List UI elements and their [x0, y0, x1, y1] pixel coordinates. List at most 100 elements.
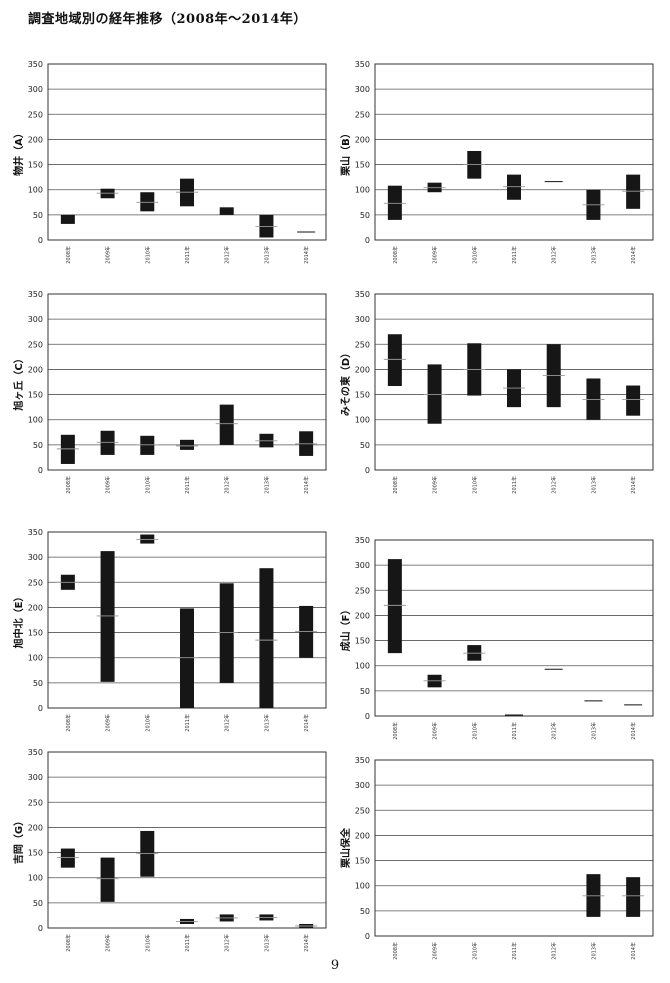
range-bar [60, 434, 75, 464]
x-tick-label: 2012年 [224, 934, 231, 952]
y-tick-label: 0 [365, 712, 370, 721]
y-axis-label: 栗山（B） [339, 128, 352, 176]
range-bar [387, 559, 402, 654]
x-tick-label: 2012年 [551, 476, 558, 494]
range-bar [140, 534, 155, 544]
x-tick-label: 2014年 [303, 476, 310, 494]
y-tick-label: 200 [28, 823, 43, 832]
chart-d: 0 50 100 150 200 250 300 350 みその東（D） 2008年 2009年 20… [339, 290, 654, 494]
y-tick-label: 250 [355, 806, 370, 815]
y-tick-label: 50 [360, 907, 370, 916]
y-tick-label: 300 [28, 773, 43, 782]
x-tick-label: 2008年 [392, 476, 399, 494]
y-tick-label: 50 [360, 211, 370, 220]
x-tick-label: 2011年 [184, 476, 191, 494]
x-tick-label: 2008年 [65, 934, 72, 952]
y-tick-label: 200 [28, 365, 43, 374]
y-axis-label: 旭中北（E） [12, 592, 25, 650]
range-bar [180, 439, 194, 450]
x-tick-label: 2010年 [144, 246, 151, 264]
chart-e: 0 50 100 150 200 250 300 350 旭中北（E） 2008年 2009年 201… [12, 528, 327, 732]
y-tick-label: 300 [28, 315, 43, 324]
range-bar [219, 583, 234, 683]
y-tick-label: 250 [355, 110, 370, 119]
x-tick-label: 2013年 [263, 714, 270, 732]
range-bar [60, 214, 75, 224]
x-tick-label: 2013年 [590, 942, 597, 960]
y-tick-label: 350 [28, 528, 43, 537]
y-tick-label: 250 [28, 578, 43, 587]
x-tick-label: 2013年 [263, 246, 270, 264]
chart-panel-b: 0 50 100 150 200 250 300 350 栗山（B） 2008年 2009年 2010… [335, 54, 655, 270]
x-tick-label: 2012年 [224, 714, 231, 732]
range-bar [100, 430, 115, 455]
chart-c: 0 50 100 150 200 250 300 350 旭ヶ丘（C） 2008年 2009年 201… [12, 290, 327, 494]
y-tick-label: 300 [355, 781, 370, 790]
range-bar [626, 385, 641, 416]
x-tick-label: 2009年 [432, 246, 439, 264]
x-tick-label: 2009年 [105, 934, 112, 952]
x-tick-label: 2012年 [551, 722, 558, 740]
plot-frame [374, 539, 654, 717]
x-tick-label: 2012年 [551, 942, 558, 960]
y-axis-label: みその東（D） [339, 348, 352, 416]
x-tick-label: 2013年 [263, 476, 270, 494]
y-tick-label: 250 [355, 340, 370, 349]
x-tick-label: 2009年 [105, 476, 112, 494]
plot-frame [47, 63, 327, 241]
x-tick-label: 2010年 [144, 714, 151, 732]
y-tick-label: 50 [33, 441, 43, 450]
x-tick-label: 2014年 [630, 246, 637, 264]
y-tick-label: 0 [365, 932, 370, 941]
y-tick-label: 200 [28, 135, 43, 144]
x-tick-label: 2010年 [471, 476, 478, 494]
x-tick-label: 2010年 [471, 246, 478, 264]
y-tick-label: 0 [38, 466, 43, 475]
y-tick-label: 100 [355, 186, 370, 195]
x-tick-label: 2013年 [263, 934, 270, 952]
x-tick-label: 2009年 [105, 246, 112, 264]
y-tick-label: 100 [355, 662, 370, 671]
y-tick-label: 150 [28, 161, 43, 170]
plot-frame [374, 293, 654, 471]
x-tick-label: 2009年 [432, 476, 439, 494]
y-tick-label: 250 [28, 110, 43, 119]
x-tick-label: 2014年 [303, 934, 310, 952]
y-tick-label: 350 [28, 748, 43, 757]
range-bar [387, 185, 402, 220]
y-tick-label: 200 [355, 135, 370, 144]
x-tick-label: 2008年 [65, 476, 72, 494]
y-tick-label: 100 [28, 874, 43, 883]
chart-panel-f: 0 50 100 150 200 250 300 350 成山（F） 2008年 2009年 2010… [335, 530, 655, 746]
x-tick-label: 2013年 [590, 722, 597, 740]
y-tick-label: 150 [28, 629, 43, 638]
x-tick-label: 2008年 [392, 722, 399, 740]
range-bar [60, 848, 75, 868]
x-tick-label: 2008年 [65, 714, 72, 732]
y-tick-label: 50 [360, 687, 370, 696]
plot-frame [47, 293, 327, 471]
x-tick-label: 2012年 [224, 476, 231, 494]
y-tick-label: 300 [28, 85, 43, 94]
y-tick-label: 150 [28, 849, 43, 858]
x-tick-label: 2011年 [511, 476, 518, 494]
x-tick-label: 2014年 [630, 722, 637, 740]
x-tick-label: 2013年 [590, 246, 597, 264]
x-tick-label: 2010年 [144, 476, 151, 494]
y-tick-label: 200 [355, 831, 370, 840]
y-tick-label: 100 [28, 416, 43, 425]
x-tick-label: 2014年 [630, 476, 637, 494]
y-tick-label: 0 [365, 236, 370, 245]
chart-a: 0 50 100 150 200 250 300 350 物井（A） 2008年 2009年 2010… [12, 60, 327, 264]
range-bar [626, 877, 641, 917]
x-tick-label: 2010年 [471, 722, 478, 740]
chart-g: 0 50 100 150 200 250 300 350 吉岡（G） 2008年 2009年 2010… [12, 748, 327, 952]
y-tick-label: 50 [33, 899, 43, 908]
x-tick-label: 2012年 [551, 246, 558, 264]
plot-frame [374, 63, 654, 241]
range-bar [507, 174, 521, 200]
range-bar [387, 334, 402, 387]
y-tick-label: 100 [28, 186, 43, 195]
x-tick-label: 2011年 [184, 934, 191, 952]
y-tick-label: 250 [28, 798, 43, 807]
